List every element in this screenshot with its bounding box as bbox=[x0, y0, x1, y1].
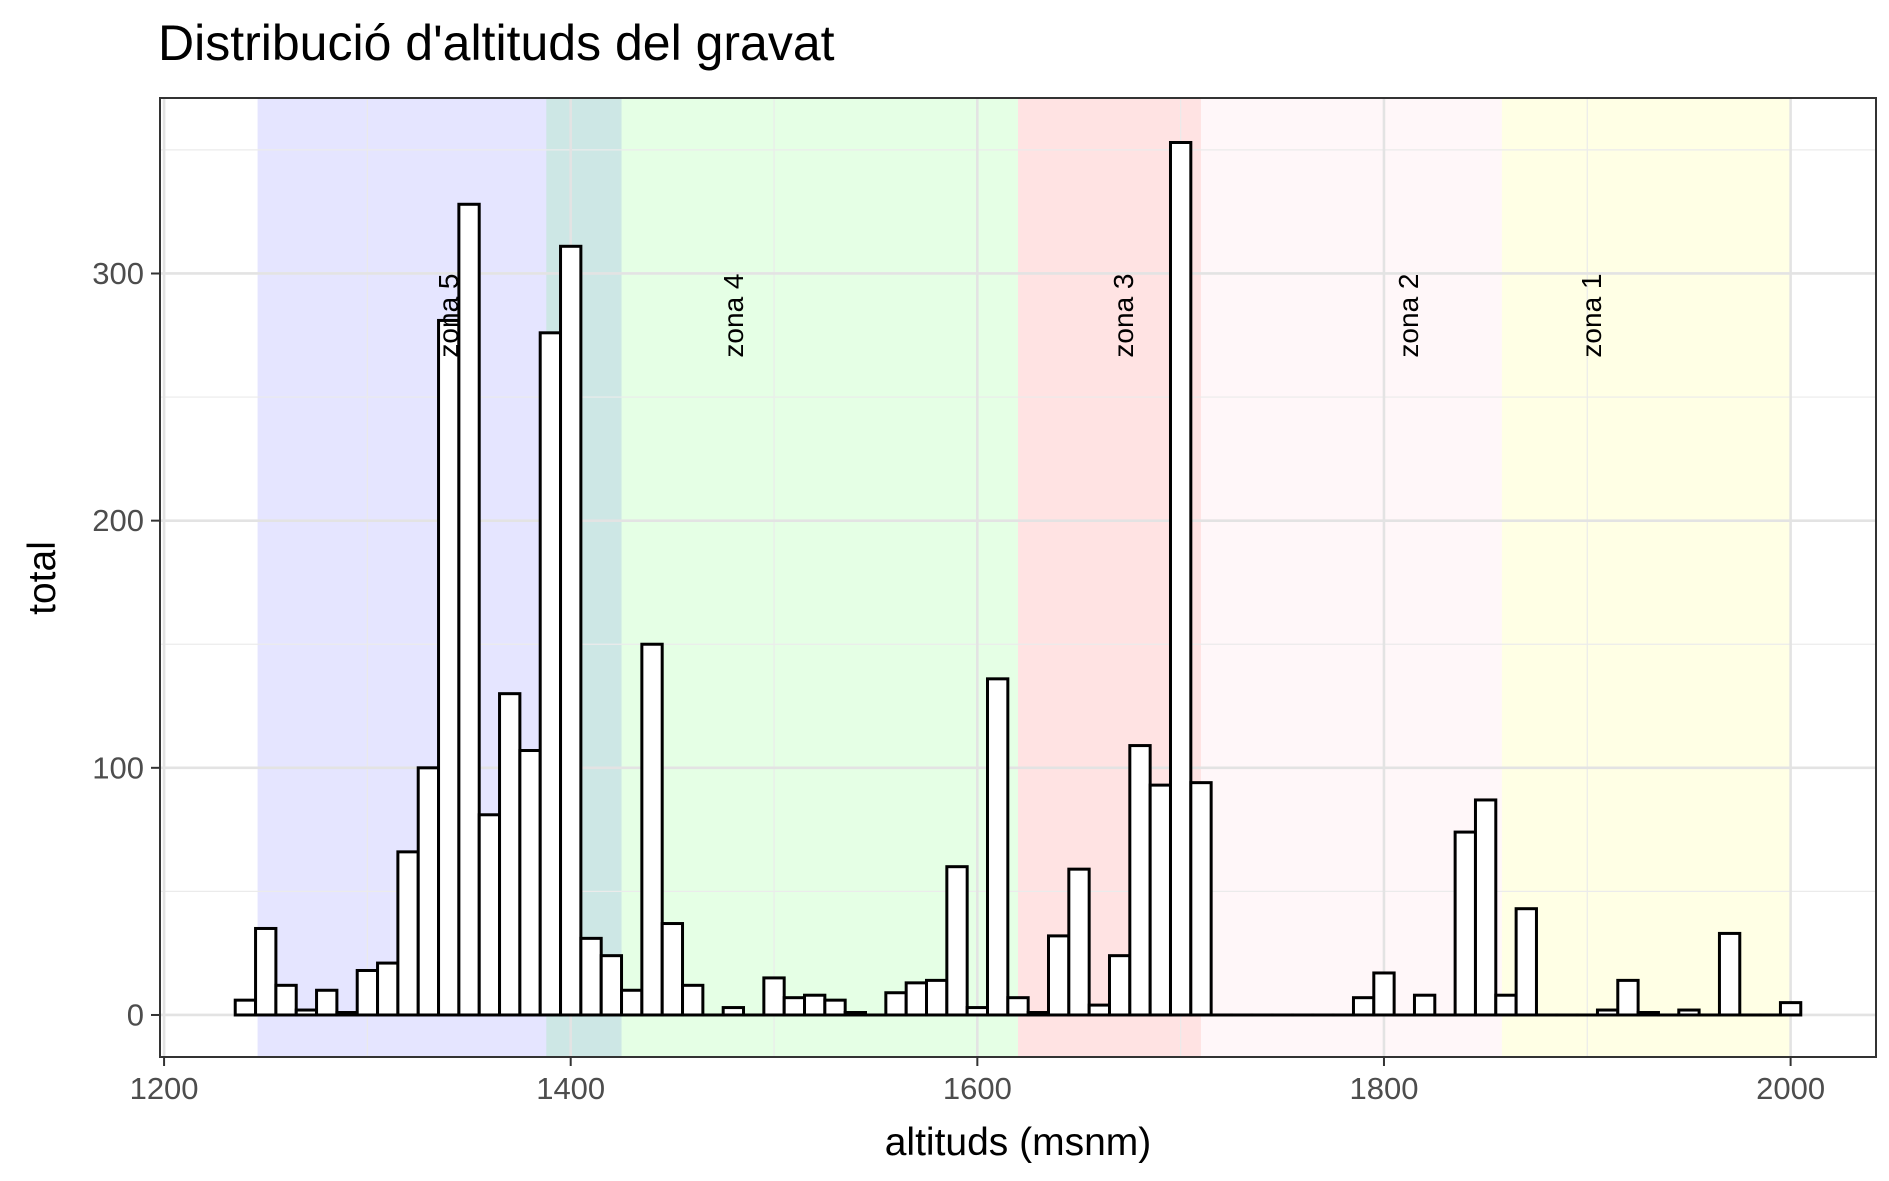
histogram-bar bbox=[620, 988, 644, 1017]
histogram-bar bbox=[1351, 996, 1376, 1017]
histogram-bar bbox=[1514, 907, 1538, 1017]
axes-layer: 1200 1400 1600 1800 2000 0 100 200 300 bbox=[92, 256, 1825, 1106]
histogram-bar bbox=[1677, 1008, 1701, 1017]
bars-layer bbox=[233, 140, 1803, 1017]
histogram-bar bbox=[335, 1011, 359, 1017]
histogram-bar bbox=[1026, 1011, 1050, 1017]
histogram-bar bbox=[965, 1006, 990, 1017]
histogram-bar bbox=[437, 318, 461, 1017]
x-tick-label: 1800 bbox=[1349, 1071, 1418, 1106]
histogram-bar bbox=[1717, 931, 1742, 1017]
histogram-bar bbox=[843, 1011, 868, 1017]
histogram-bar bbox=[233, 998, 258, 1017]
histogram-bar bbox=[294, 1008, 319, 1017]
histogram-bar bbox=[1453, 830, 1477, 1017]
chart-title: Distribució d'altituds del gravat bbox=[158, 15, 835, 71]
x-tick-label: 2000 bbox=[1756, 1071, 1825, 1106]
histogram-bar bbox=[579, 936, 603, 1017]
x-tick-label: 1600 bbox=[943, 1071, 1012, 1106]
zone-label-5: zona 1 bbox=[1576, 273, 1607, 357]
histogram-bar bbox=[1148, 783, 1172, 1017]
zone-label-4: zona 2 bbox=[1393, 273, 1424, 357]
histogram-bar bbox=[1616, 978, 1640, 1017]
histogram-bar bbox=[518, 749, 542, 1017]
zone-label-1: zona 5 bbox=[433, 273, 464, 357]
x-axis-title: altituds (msnm) bbox=[885, 1121, 1152, 1164]
histogram-bar bbox=[1168, 140, 1193, 1017]
histogram-bar bbox=[457, 202, 481, 1017]
histogram-bar bbox=[396, 850, 420, 1017]
histogram-bar bbox=[823, 998, 847, 1017]
zone-band-2 bbox=[546, 98, 1018, 1057]
histogram-bar bbox=[1473, 798, 1498, 1017]
zones-layer bbox=[257, 98, 1791, 1057]
histogram-bar bbox=[1107, 954, 1132, 1017]
histogram-bar bbox=[1372, 971, 1396, 1017]
histogram-bar bbox=[803, 993, 827, 1017]
histogram-bar bbox=[376, 961, 400, 1017]
zone-label-2: zona 4 bbox=[718, 273, 749, 357]
histogram-bar bbox=[1067, 867, 1091, 1017]
histogram-bar bbox=[559, 244, 583, 1017]
x-tick-label: 1400 bbox=[536, 1071, 605, 1106]
histogram-bar bbox=[986, 677, 1010, 1017]
y-tick-label: 200 bbox=[92, 503, 144, 538]
y-tick-label: 0 bbox=[127, 997, 144, 1032]
histogram-bar bbox=[782, 996, 807, 1017]
histogram-bar bbox=[416, 766, 441, 1017]
histogram-bar bbox=[1087, 1003, 1111, 1017]
histogram-bar bbox=[599, 954, 624, 1017]
histogram-bar bbox=[1636, 1011, 1660, 1017]
histogram-bar bbox=[355, 968, 380, 1017]
histogram-bar bbox=[477, 813, 502, 1017]
zone-label-3: zona 3 bbox=[1108, 273, 1139, 357]
zone-labels-layer: zona 5 zona 4 zona 3 zona 2 zona 1 bbox=[433, 273, 1607, 357]
histogram-bar bbox=[1128, 744, 1152, 1017]
x-tick-label: 1200 bbox=[130, 1071, 199, 1106]
y-axis-title: total bbox=[21, 541, 64, 615]
histogram-bar bbox=[1046, 934, 1071, 1017]
zone-band-4 bbox=[1200, 98, 1502, 1057]
histogram-bar bbox=[1189, 781, 1213, 1017]
histogram-bar bbox=[498, 692, 522, 1017]
histogram-bar bbox=[945, 865, 969, 1017]
histogram-bar bbox=[315, 988, 339, 1017]
histogram-bar bbox=[884, 991, 908, 1017]
histogram-bar bbox=[762, 976, 786, 1017]
histogram-bar bbox=[1412, 993, 1437, 1017]
histogram-bar bbox=[904, 981, 929, 1017]
histogram-bar bbox=[538, 331, 563, 1017]
histogram-bar bbox=[640, 642, 664, 1017]
histogram-bar bbox=[660, 922, 685, 1017]
y-tick-label: 300 bbox=[92, 256, 144, 291]
histogram-bar bbox=[1595, 1008, 1620, 1017]
histogram-bar bbox=[1778, 1001, 1803, 1017]
histogram-bar bbox=[721, 1006, 746, 1017]
histogram-bar bbox=[1494, 993, 1518, 1017]
histogram-bar bbox=[274, 983, 298, 1017]
histogram-bar bbox=[681, 983, 705, 1017]
plot-panel-border bbox=[159, 97, 1877, 1058]
histogram-bar bbox=[925, 978, 949, 1017]
histogram-bar bbox=[254, 926, 278, 1017]
y-tick-label: 100 bbox=[92, 750, 144, 785]
histogram-bar bbox=[1006, 996, 1030, 1017]
zone-band-5 bbox=[1501, 98, 1791, 1057]
